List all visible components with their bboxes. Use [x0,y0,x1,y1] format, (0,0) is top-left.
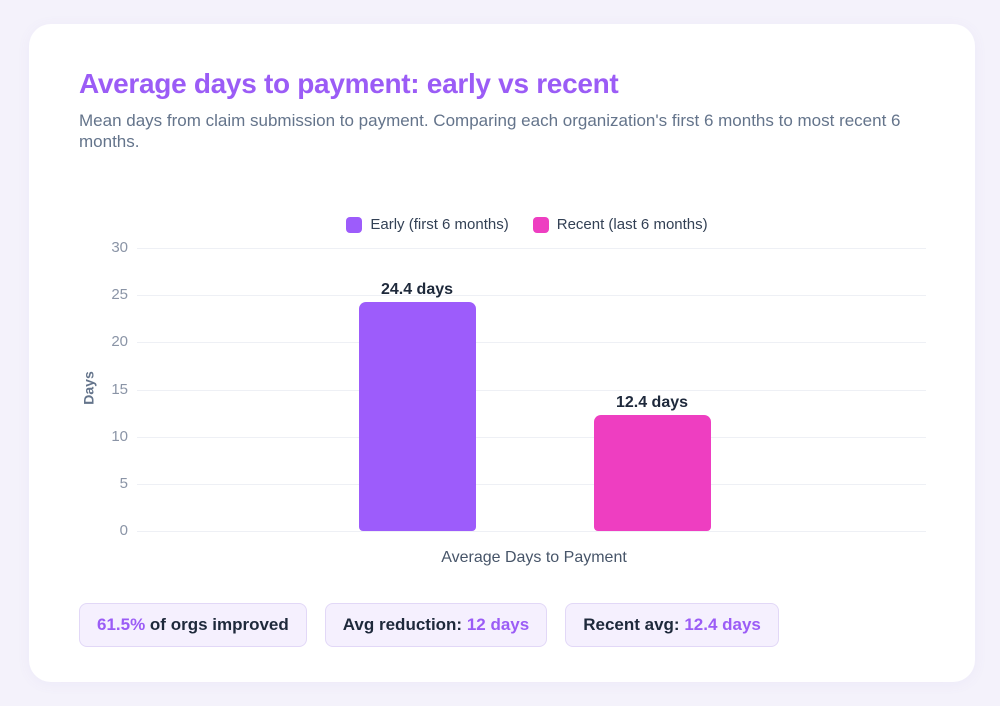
chart-subtitle: Mean days from claim submission to payme… [79,111,901,151]
bar-label-early: 24.4 days [380,281,454,298]
legend-label-recent: Recent (last 6 months) [556,216,708,233]
y-tick-5: 5 [119,475,128,492]
legend-swatch-early-icon [346,216,363,233]
stat-orgs-improved-text: of orgs improved [145,615,289,634]
legend-item-early[interactable]: Early (first 6 months) [346,216,509,233]
y-tick-0: 0 [119,522,128,539]
y-tick-25: 25 [111,286,128,303]
y-tick-20: 20 [111,333,128,350]
stat-recent-avg-value: 12.4 days [684,615,761,634]
y-tick-10: 10 [111,428,128,445]
legend-item-recent[interactable]: Recent (last 6 months) [532,216,708,233]
y-tick-15: 15 [111,381,128,398]
gridline-5 [137,484,926,485]
gridline-25 [137,295,926,296]
stat-recent-avg: Recent avg: 12.4 days [565,603,779,647]
gridline-10 [137,437,926,438]
stat-orgs-improved-value: 61.5% [97,615,146,634]
gridline-20 [137,342,926,343]
stat-avg-reduction-value: 12 days [466,615,530,634]
legend-label-early: Early (first 6 months) [370,216,509,233]
chart-card [29,24,975,682]
stat-recent-avg-text: Recent avg: [583,615,685,634]
stats-row: 61.5% of orgs improved Avg reduction: 12… [79,603,779,647]
gridline-0 [137,531,926,532]
legend-swatch-recent-icon [532,216,549,233]
y-axis-label: Days [80,371,97,405]
bar-label-recent: 12.4 days [615,394,689,411]
bar-early[interactable] [359,302,476,531]
stat-orgs-improved: 61.5% of orgs improved [79,603,307,647]
chart-legend: Early (first 6 months) Recent (last 6 mo… [0,216,1000,233]
gridline-15 [137,390,926,391]
stat-avg-reduction-text: Avg reduction: [342,615,467,634]
x-axis-label: Average Days to Payment [441,549,627,566]
chart-title: Average days to payment: early vs recent [79,68,619,99]
gridline-30 [137,248,926,249]
bar-recent[interactable] [594,415,711,531]
stat-avg-reduction: Avg reduction: 12 days [324,603,548,647]
y-tick-30: 30 [111,239,128,256]
